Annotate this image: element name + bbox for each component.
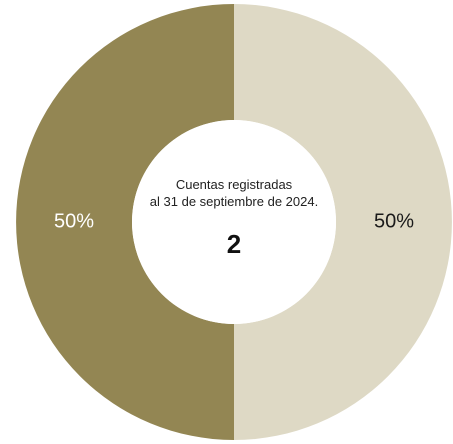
center-caption-line-2: al 31 de septiembre de 2024.	[149, 194, 319, 209]
center-total-value: 2	[226, 229, 242, 259]
slice-label-2: 50%	[54, 210, 94, 232]
center-caption: Cuentas registradas al 31 de septiembre …	[126, 176, 342, 210]
donut-slice-1	[234, 4, 452, 440]
donut-slice-2	[16, 4, 235, 440]
center-caption-line-1: Cuentas registradas	[175, 177, 293, 192]
slice-label-1: 50%	[374, 210, 414, 232]
donut-hole	[132, 120, 336, 324]
